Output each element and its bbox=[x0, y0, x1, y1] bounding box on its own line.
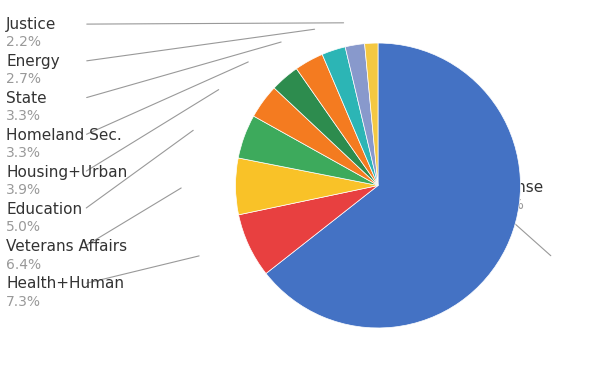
Text: 2.2%: 2.2% bbox=[6, 35, 41, 49]
Text: Housing+Urban: Housing+Urban bbox=[6, 165, 127, 180]
Text: 5.0%: 5.0% bbox=[6, 220, 41, 234]
Wedge shape bbox=[274, 69, 378, 186]
Text: 2.7%: 2.7% bbox=[6, 72, 41, 86]
Wedge shape bbox=[238, 116, 378, 186]
Wedge shape bbox=[345, 44, 378, 186]
Text: Homeland Sec.: Homeland Sec. bbox=[6, 128, 122, 143]
Wedge shape bbox=[239, 186, 378, 273]
Wedge shape bbox=[296, 55, 378, 186]
Text: Defense: Defense bbox=[480, 180, 543, 195]
Text: Health+Human: Health+Human bbox=[6, 276, 124, 291]
Text: Energy: Energy bbox=[6, 54, 59, 69]
Text: 7.3%: 7.3% bbox=[6, 295, 41, 309]
Text: 3.9%: 3.9% bbox=[6, 183, 41, 197]
Wedge shape bbox=[365, 43, 378, 186]
Text: 3.3%: 3.3% bbox=[6, 109, 41, 123]
Wedge shape bbox=[322, 47, 378, 186]
Text: Justice: Justice bbox=[6, 17, 56, 32]
Wedge shape bbox=[254, 88, 378, 186]
Text: 6.4%: 6.4% bbox=[6, 257, 41, 272]
Wedge shape bbox=[236, 158, 378, 215]
Wedge shape bbox=[266, 43, 520, 328]
Text: Veterans Affairs: Veterans Affairs bbox=[6, 239, 127, 254]
Text: State: State bbox=[6, 91, 47, 106]
Text: Education: Education bbox=[6, 202, 82, 217]
Text: 3.3%: 3.3% bbox=[6, 146, 41, 160]
Text: 64.4%: 64.4% bbox=[480, 198, 524, 212]
